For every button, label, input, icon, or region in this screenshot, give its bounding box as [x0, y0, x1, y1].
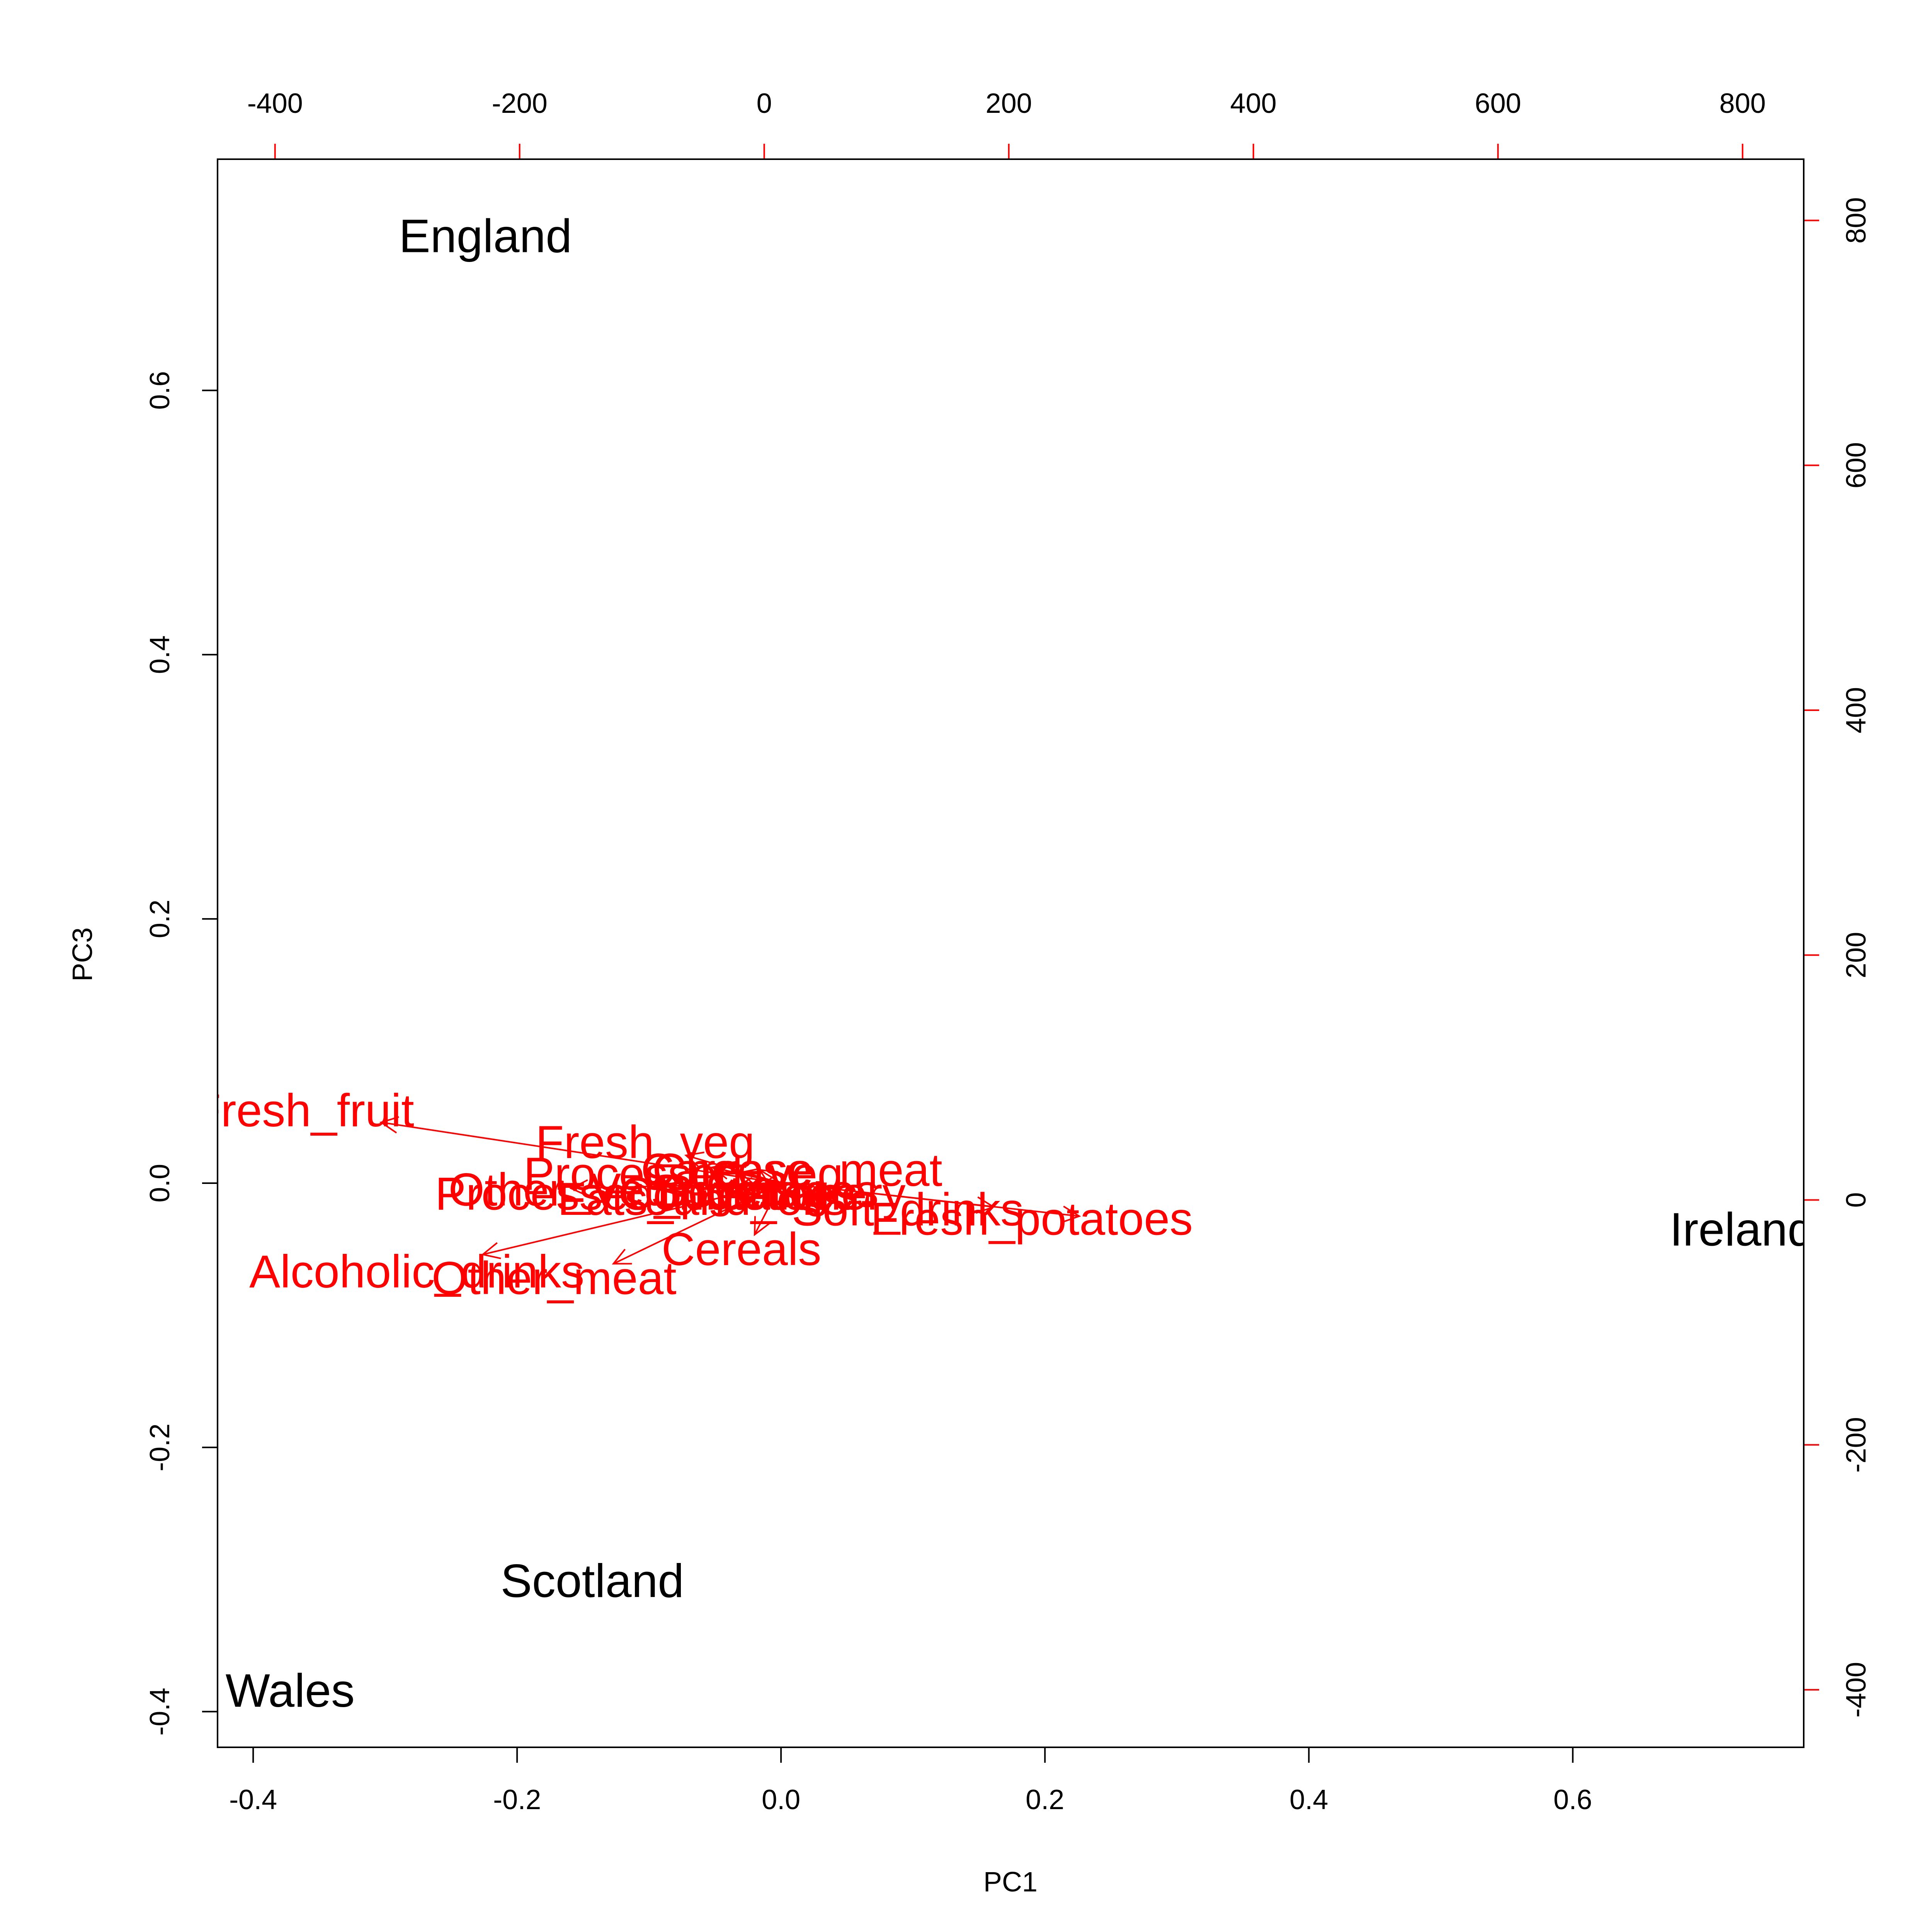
loading-label: Carcase_meat: [641, 1144, 942, 1196]
loading-label: Fats_and_oils: [558, 1173, 846, 1225]
right-tick-label: -200: [1841, 1417, 1872, 1473]
loading-arrow: [758, 1169, 782, 1186]
top-tick-label: 0: [757, 88, 772, 119]
x-axis-title: PC1: [983, 1867, 1037, 1898]
loading-label: Other_Veg: [449, 1164, 670, 1216]
observation-label: England: [399, 209, 572, 262]
loading-arrow: [753, 1183, 782, 1236]
y-tick-label: 0.2: [145, 900, 175, 938]
right-tick-label: -400: [1841, 1662, 1872, 1718]
y-tick-label: -0.2: [145, 1423, 175, 1471]
top-tick-label: 200: [986, 88, 1032, 119]
y-tick-label: -0.4: [145, 1688, 175, 1736]
y-axis-title: PC3: [67, 927, 98, 981]
right-tick-label: 600: [1841, 442, 1872, 488]
observation-labels-layer: England Wales Scotland Ireland: [226, 209, 1814, 1717]
top-tick-label: 400: [1230, 88, 1277, 119]
loading-label: Fresh_fruit: [192, 1085, 414, 1136]
x-tick-label: -0.4: [229, 1784, 277, 1815]
loading-label: Cheese: [652, 1144, 812, 1196]
loading-label: Fresh_veg: [536, 1116, 755, 1168]
x-tick-label: 0.0: [762, 1784, 800, 1815]
x-tick-label: 0.6: [1553, 1784, 1592, 1815]
observation-label: Wales: [226, 1664, 355, 1717]
y-tick-label: 0.0: [145, 1164, 175, 1202]
right-tick-label: 0: [1841, 1192, 1872, 1208]
observation-label: Ireland: [1670, 1203, 1814, 1256]
top-tick-label: -400: [247, 88, 303, 119]
x-tick-label: 0.2: [1026, 1784, 1064, 1815]
loading-label: Cereals: [662, 1223, 821, 1275]
loading-arrow: [781, 1182, 1081, 1223]
top-tick-label: -200: [492, 88, 548, 119]
right-tick-label: 800: [1841, 197, 1872, 243]
loading-labels-layer: Fresh_fruit Fresh_vegProcessed_vegCarcase…: [192, 1085, 1193, 1304]
y-tick-label: 0.4: [145, 635, 175, 674]
y-tick-label: 0.6: [145, 371, 175, 410]
top-tick-label: 600: [1475, 88, 1521, 119]
right-tick-label: 400: [1841, 687, 1872, 733]
loading-arrow: [379, 1116, 781, 1184]
observation-label: Scotland: [501, 1554, 684, 1607]
loading-label: Processed_potatoes: [435, 1168, 858, 1219]
loading-label: Alcoholic_drinks: [249, 1246, 584, 1298]
loading-arrow: [738, 1168, 781, 1185]
loading-arrow: [612, 1182, 782, 1265]
right-tick-label: 200: [1841, 932, 1872, 978]
loading-arrows-layer: [379, 1116, 1081, 1265]
loading-label: Other_meat: [432, 1252, 677, 1304]
plot-frame: [217, 158, 1804, 1748]
loading-label: Confectionery: [619, 1168, 905, 1219]
loading-label: Fresh_potatoes: [871, 1193, 1193, 1245]
top-tick-label: 800: [1719, 88, 1766, 119]
x-tick-label: 0.4: [1289, 1784, 1328, 1815]
x-tick-label: -0.2: [493, 1784, 541, 1815]
loading-label: Beverages: [657, 1165, 879, 1217]
loading-label: Soft_drinks: [792, 1184, 1024, 1235]
loading-arrow: [481, 1182, 781, 1259]
loading-label: Processed_veg: [524, 1148, 843, 1200]
loading-label: Sugars: [651, 1165, 798, 1217]
